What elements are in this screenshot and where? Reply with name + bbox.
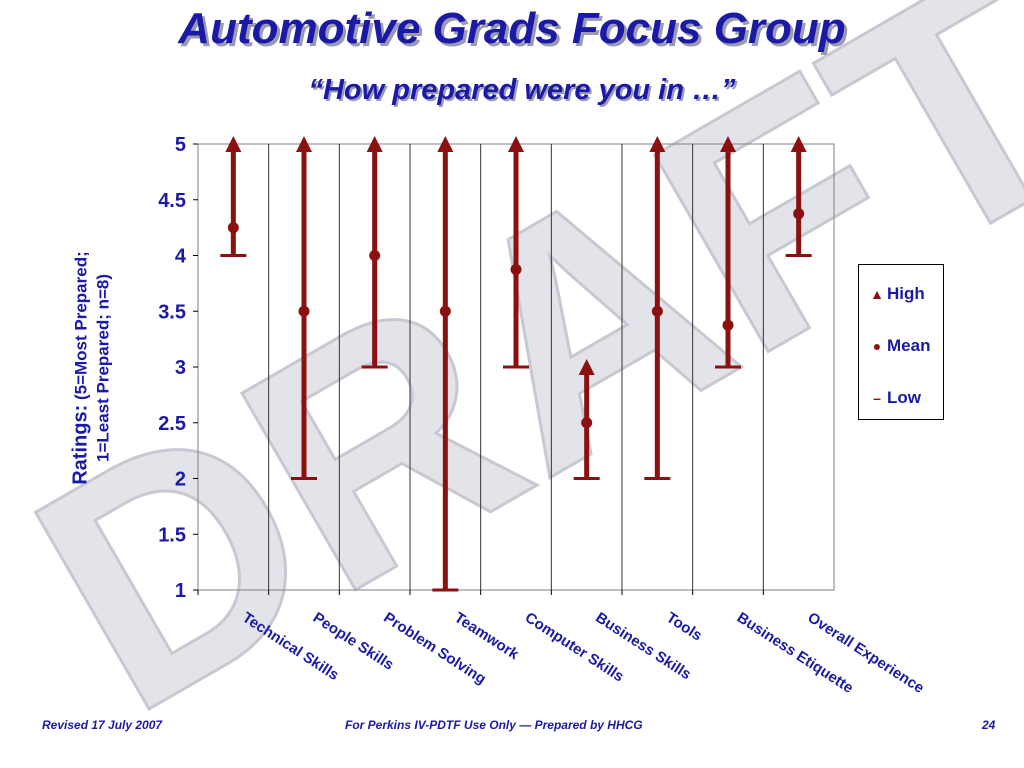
legend-item-low: – Low [869, 387, 921, 409]
y-tick-label: 2.5 [158, 413, 186, 435]
mean-marker [581, 417, 593, 429]
x-tick-label: Business Etiquette [734, 609, 857, 697]
legend-item-mean: ● Mean [869, 335, 931, 357]
mean-marker [651, 305, 663, 317]
mean-marker [793, 208, 805, 220]
y-tick-label: 3 [175, 357, 186, 379]
y-tick-label: 4 [175, 246, 187, 268]
mean-marker [369, 250, 381, 261]
legend-label-high: High [887, 284, 925, 303]
high-marker [649, 136, 666, 152]
footer-revised: Revised 17 July 2007 [42, 718, 163, 732]
high-marker [437, 136, 454, 152]
triangle-icon: ▲ [870, 286, 884, 302]
y-tick-label: 2 [175, 469, 186, 491]
high-marker [225, 136, 242, 152]
legend-label-mean: Mean [887, 336, 931, 355]
mean-marker [227, 222, 239, 234]
slide-subtitle: “How prepared were you in …” [308, 74, 736, 106]
slide-title: Automotive Grads Focus Group [178, 4, 846, 53]
high-marker [790, 136, 807, 152]
high-marker [508, 136, 524, 152]
dash-icon: – [873, 390, 881, 406]
high-marker [366, 136, 383, 152]
x-tick-label: Overall Experience [804, 609, 927, 697]
high-marker [720, 136, 736, 152]
footer-usage-note: For Perkins IV-PDTF Use Only — Prepared … [345, 718, 643, 732]
footer-page-number: 24 [982, 718, 996, 732]
y-tick-label: 3.5 [158, 301, 186, 323]
circle-icon: ● [872, 338, 882, 354]
y-tick-label: 1.5 [158, 524, 186, 546]
y-tick-label: 5 [175, 134, 186, 156]
x-tick-label: Tools [663, 609, 705, 644]
mean-marker [510, 263, 522, 275]
chart-legend: ▲ High ● Mean – Low [858, 264, 944, 420]
mean-marker [439, 305, 451, 317]
legend-label-low: Low [887, 388, 921, 407]
mean-marker [722, 319, 734, 331]
y-tick-label: 1 [175, 580, 186, 602]
high-marker [296, 136, 312, 152]
y-tick-label: 4.5 [158, 190, 186, 212]
high-marker [578, 359, 595, 375]
mean-marker [298, 305, 310, 317]
legend-item-high: ▲ High [869, 283, 925, 305]
